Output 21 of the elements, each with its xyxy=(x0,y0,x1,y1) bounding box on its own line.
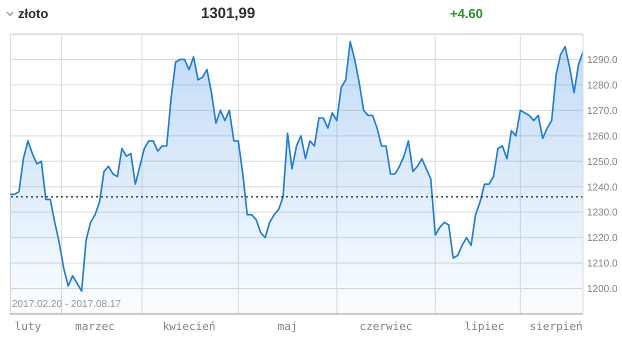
y-tick-label: 1250.0 xyxy=(587,156,618,168)
y-tick-label: 1260.0 xyxy=(587,131,618,142)
y-tick-label: 1270.0 xyxy=(587,106,618,117)
chart-subtitle: 1301,99 xyxy=(201,5,256,22)
y-tick-label: 1200.0 xyxy=(587,284,618,296)
annotation: 2017.02.20 - 2017.08.17 xyxy=(12,299,121,310)
x-tick-label: czerwiec xyxy=(360,320,413,333)
x-tick-label: luty xyxy=(14,320,42,333)
y-tick-label: 1240.0 xyxy=(587,182,618,194)
y-tick-label: 1290.0 xyxy=(587,55,618,66)
x-tick-label: sierpień xyxy=(530,320,583,333)
text: +4.60 xyxy=(450,6,483,21)
y-tick-label: 1280.0 xyxy=(587,80,618,92)
chart-title: złoto xyxy=(18,6,48,21)
y-tick-label: 1210.0 xyxy=(587,258,618,270)
x-tick-label: marzec xyxy=(75,320,115,333)
x-tick-label: kwiecień xyxy=(162,320,216,333)
x-tick-label: maj xyxy=(278,320,298,333)
y-tick-label: 1220.0 xyxy=(587,233,618,244)
x-tick-label: lipiec xyxy=(464,320,504,333)
y-tick-label: 1230.0 xyxy=(587,208,618,219)
